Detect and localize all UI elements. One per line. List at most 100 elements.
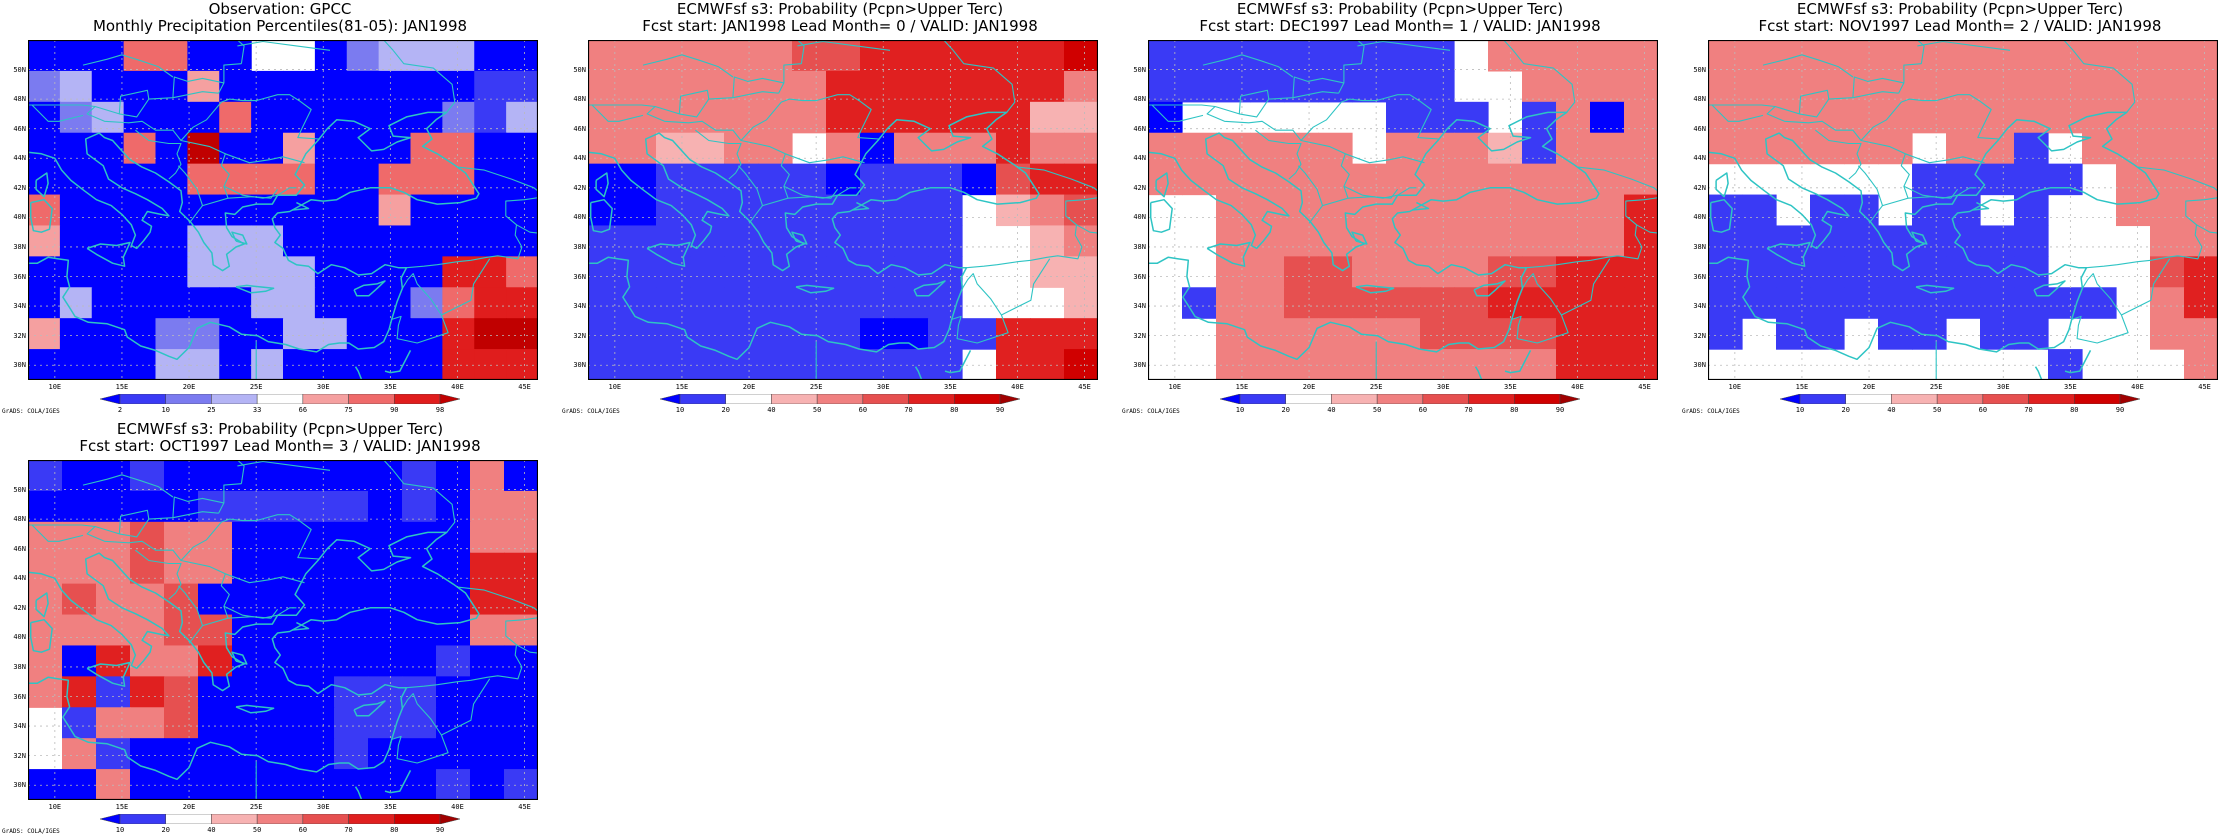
- grid-cell: [123, 40, 157, 72]
- grid-cell: [2184, 349, 2218, 380]
- color-bar-label: 75: [344, 406, 353, 414]
- grid-cell: [123, 132, 157, 165]
- grid-cell: [758, 40, 793, 72]
- grid-cell: [1912, 101, 1947, 134]
- grid-cell: [91, 256, 125, 288]
- grid-cell: [96, 614, 131, 647]
- grid-cell: [2082, 287, 2117, 319]
- grid-cell: [2048, 349, 2083, 380]
- border-line: [31, 104, 84, 122]
- lat-tick-label: 44N: [13, 574, 26, 583]
- grid-cell: [1284, 349, 1319, 380]
- coastline: [292, 621, 310, 631]
- grid-cell: [187, 70, 220, 103]
- grid-cell: [504, 707, 538, 739]
- grid-cell: [1454, 132, 1489, 165]
- grid-cell: [1742, 194, 1777, 227]
- lon-tick-label: 25E: [809, 383, 823, 391]
- grid-cell: [402, 490, 437, 523]
- grid-cell: [1624, 70, 1658, 103]
- grid-cell: [1216, 194, 1251, 227]
- coastline: [35, 172, 49, 198]
- grid-cell: [826, 318, 861, 350]
- grid-cell: [506, 225, 538, 257]
- grid-cell: [155, 163, 188, 196]
- color-bar-segment: [256, 394, 304, 404]
- grid-cell: [1030, 132, 1065, 165]
- grid-cell: [187, 40, 220, 72]
- color-bar-segment: [439, 394, 460, 404]
- grid-cell: [334, 707, 369, 739]
- lat-tick-label: 38N: [13, 242, 26, 251]
- grid-cell: [1590, 194, 1625, 227]
- grid-cell: [378, 194, 412, 227]
- grid-cell: [1420, 194, 1455, 227]
- border-line: [1292, 76, 1345, 98]
- color-bar-segment: [211, 814, 258, 824]
- grid-cell: [442, 70, 475, 103]
- grid-cell: [442, 318, 475, 350]
- border-line: [2121, 258, 2171, 316]
- grid-cell: [1522, 318, 1557, 350]
- grid-cell: [1878, 287, 1913, 319]
- color-bar-segment: [862, 394, 909, 404]
- grid-cell: [219, 287, 252, 319]
- lon-tick-label: 10E: [1728, 383, 1742, 391]
- lon-tick-label: 15E: [1235, 383, 1249, 391]
- grid-cell: [1912, 70, 1947, 103]
- lat-tick-label: 30N: [13, 361, 26, 370]
- grid-cell: [123, 70, 157, 103]
- grid-cell: [1742, 225, 1777, 257]
- lat-tick-label: 38N: [1133, 242, 1146, 251]
- grid-cell: [1284, 287, 1319, 319]
- grid-cell: [436, 738, 471, 770]
- border-line: [188, 205, 203, 224]
- grid-cell: [123, 194, 157, 227]
- grid-cell: [1284, 132, 1319, 165]
- grid-cell: [232, 738, 267, 770]
- grid-cell: [266, 583, 301, 616]
- grid-cell: [59, 70, 93, 103]
- grid-cell: [506, 287, 538, 319]
- grid-cell: [1420, 349, 1455, 380]
- grid-cell: [1250, 349, 1285, 380]
- grid-cell: [123, 349, 157, 380]
- coastline: [1915, 284, 1955, 294]
- grid-cell: [792, 70, 827, 103]
- grid-cell: [656, 349, 691, 380]
- grid-cell: [62, 490, 97, 523]
- color-bar-label: 50: [812, 406, 822, 414]
- lat-tick-label: 42N: [573, 183, 586, 192]
- grid-cell: [300, 645, 335, 677]
- grid-cell: [442, 349, 475, 380]
- grid-cell: [28, 552, 63, 585]
- grid-cell: [1318, 40, 1353, 72]
- grid-cell: [368, 490, 403, 523]
- grid-cell: [1946, 70, 1981, 103]
- lon-tick-label: 40E: [1011, 383, 1024, 391]
- grid-cell: [1522, 40, 1557, 72]
- grid-cell: [436, 645, 471, 677]
- grid-cell: [962, 40, 997, 72]
- grid-cell: [1386, 163, 1421, 196]
- grid-cell: [474, 101, 507, 134]
- color-bar-segment: [908, 394, 955, 404]
- map-frame: [28, 40, 538, 380]
- grid-cell: [1284, 256, 1319, 288]
- grid-cell: [2184, 101, 2218, 134]
- grid-cell: [410, 225, 443, 257]
- coastline: [944, 350, 972, 374]
- grid-cell: [470, 521, 505, 554]
- grid-cell: [91, 225, 125, 257]
- grid-cell: [1250, 70, 1285, 103]
- coastline: [913, 280, 946, 297]
- grid-cell: [894, 163, 929, 196]
- grid-cell: [1810, 225, 1845, 257]
- coastline: [1473, 280, 1506, 297]
- grid-cell: [724, 70, 759, 103]
- grid-cell: [96, 645, 131, 677]
- grid-cell: [1420, 163, 1455, 196]
- grid-cell: [1318, 349, 1353, 380]
- grid-cell: [187, 287, 220, 319]
- grid-cell: [28, 349, 61, 380]
